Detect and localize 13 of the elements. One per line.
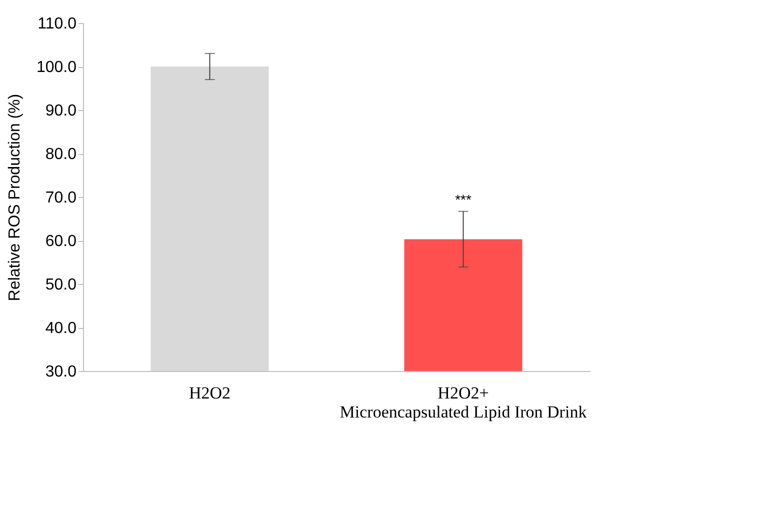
y-tick-label: 80.0 <box>45 146 77 163</box>
y-tick-label: 60.0 <box>45 233 77 250</box>
y-tick-label: 50.0 <box>45 276 77 294</box>
annotation: *** <box>455 191 472 208</box>
x-tick-label: H2O2+ Microencapsulated Lipid Iron Drink <box>340 384 588 422</box>
y-tick-label: 40.0 <box>45 320 77 337</box>
y-tick-label: 100.0 <box>36 59 77 76</box>
y-tick-label: 110.0 <box>38 16 77 32</box>
y-tick-label: 30.0 <box>45 364 77 380</box>
y-tick-label: 70.0 <box>45 190 77 206</box>
x-tick-label: H2O2 <box>188 384 231 402</box>
y-tick-label: 90.0 <box>45 102 77 120</box>
y-axis-title: Relative ROS Production (%) <box>6 94 24 302</box>
